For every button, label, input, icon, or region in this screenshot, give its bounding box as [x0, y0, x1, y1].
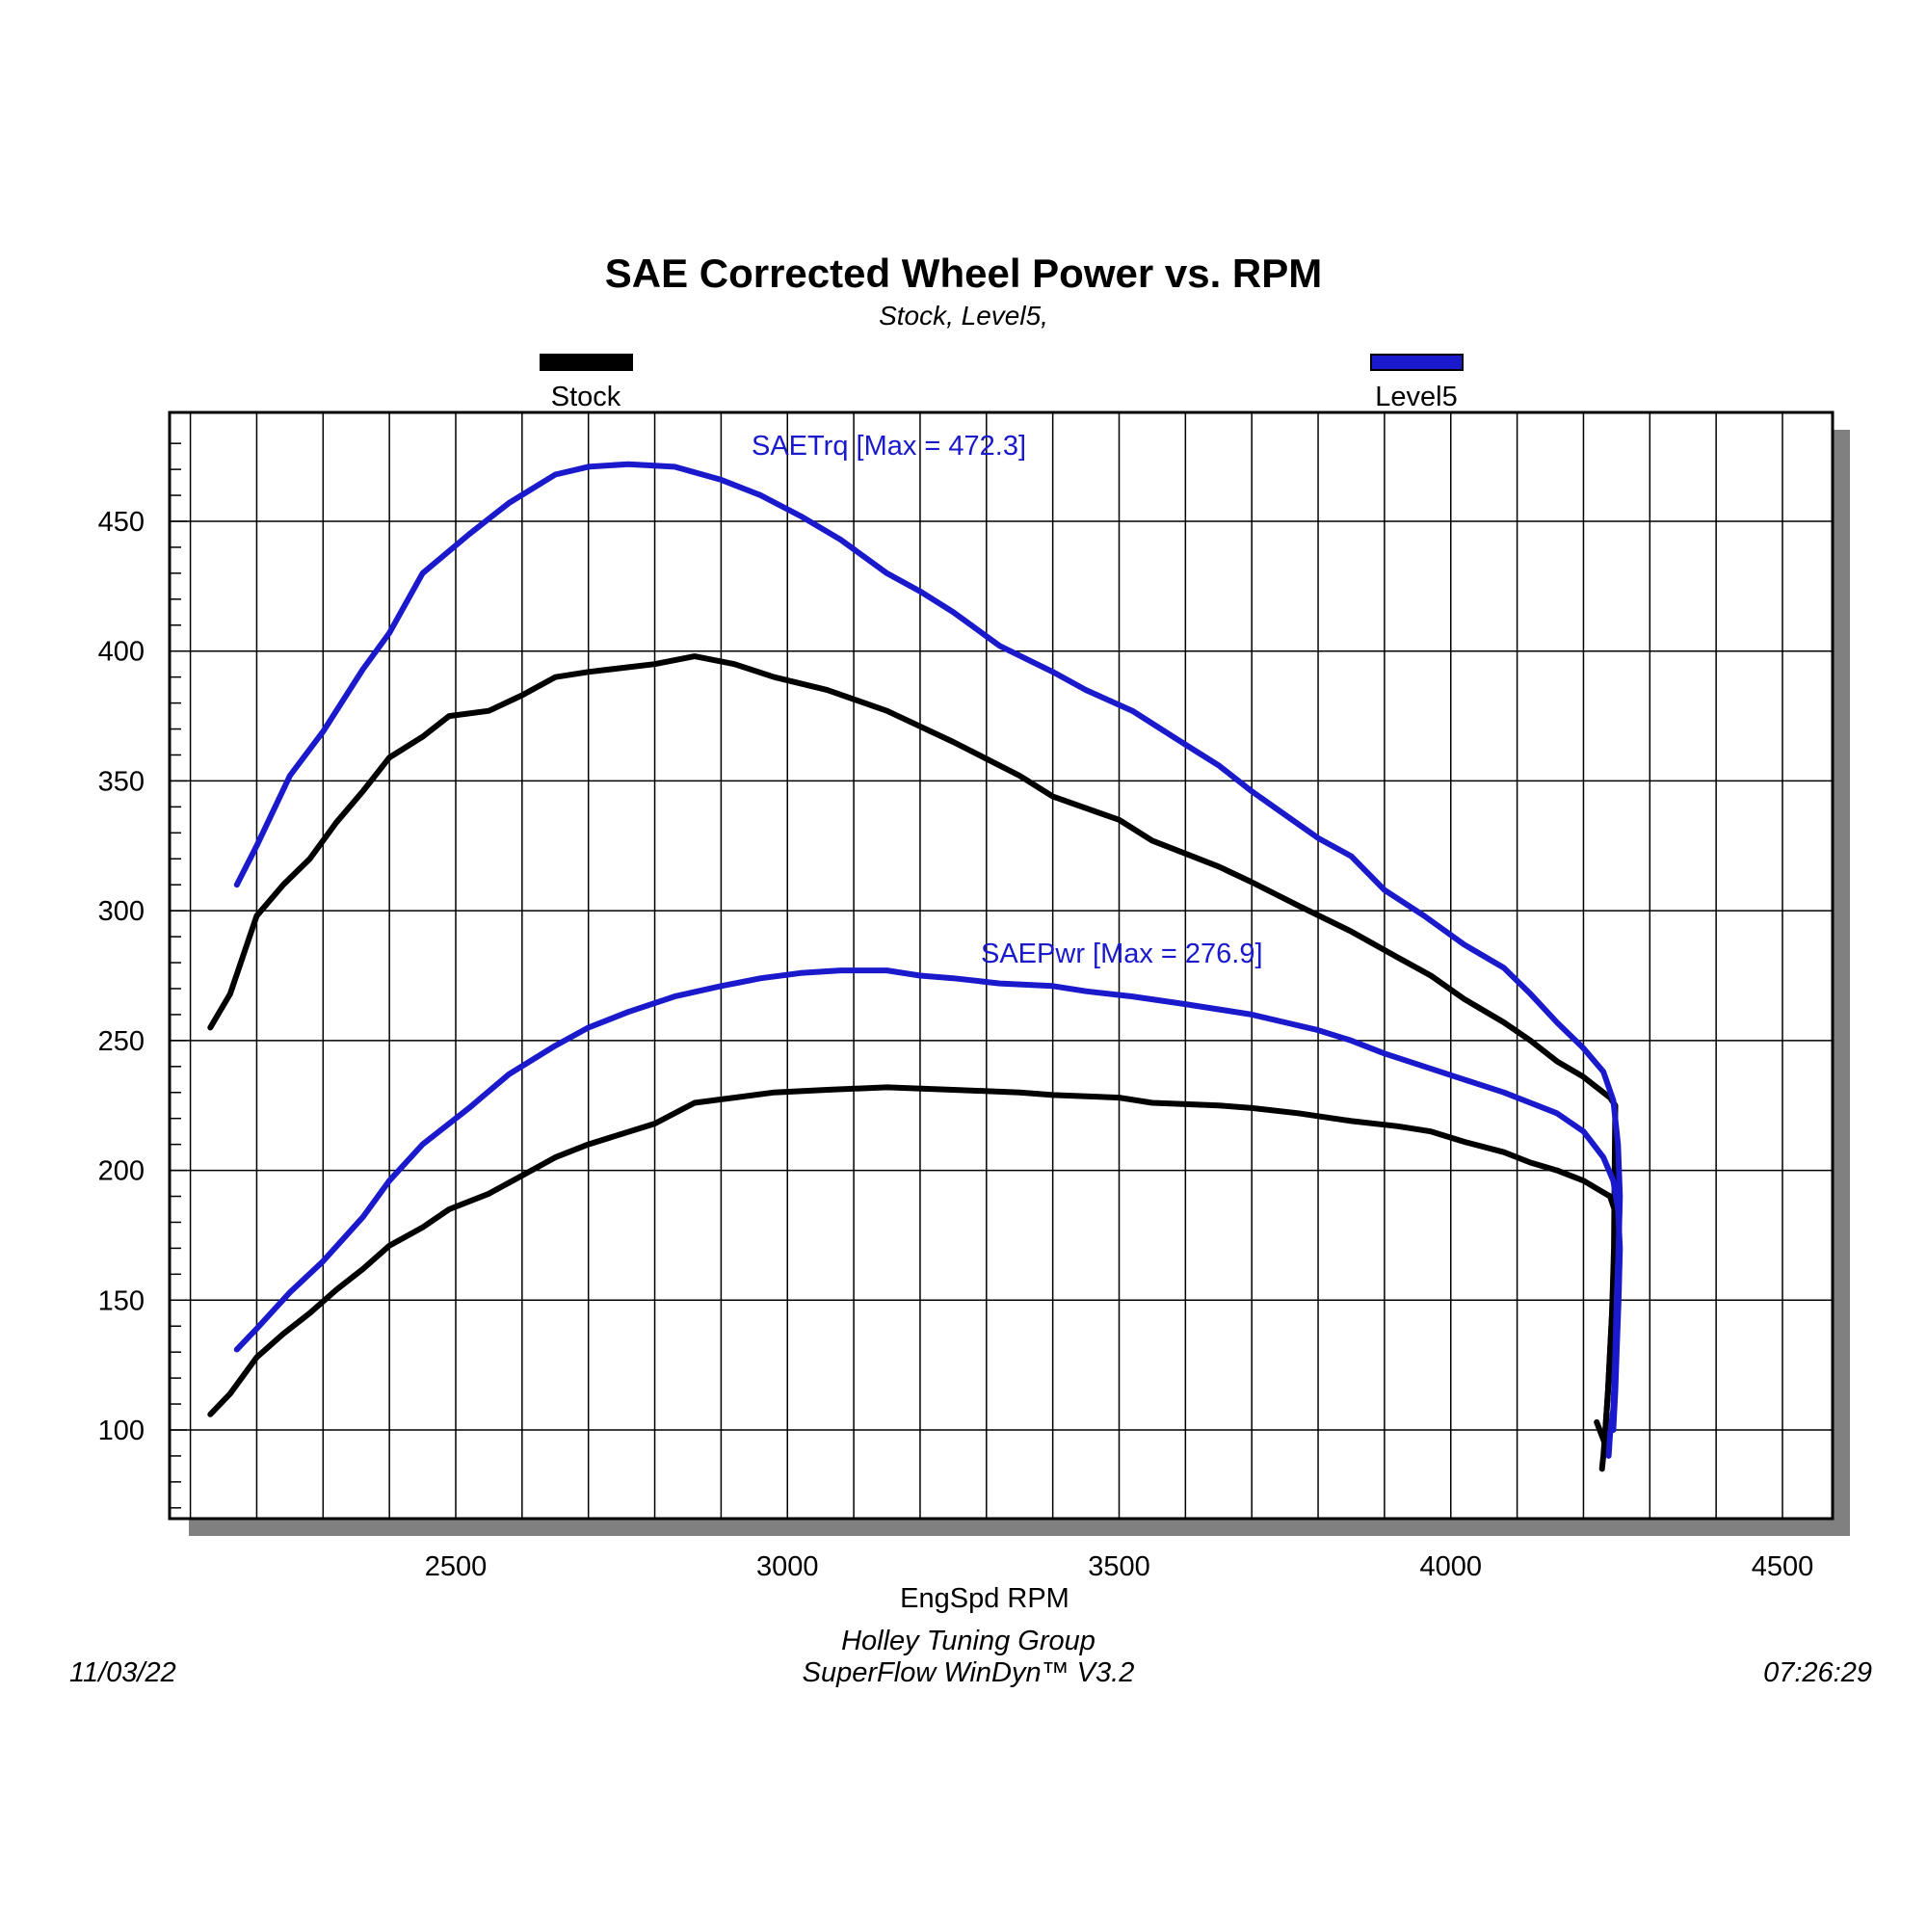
- minor-ticks: [170, 442, 187, 1509]
- series-line-level5-saetrq: [233, 461, 1623, 1459]
- chart-subtitle: Stock, Level5,: [879, 301, 1048, 331]
- y-tick-label: 450: [98, 507, 145, 538]
- chart-title: SAE Corrected Wheel Power vs. RPM: [605, 251, 1323, 296]
- annotation-power-max: SAEPwr [Max = 276.9]: [981, 939, 1263, 969]
- legend-swatch-stock: [540, 354, 633, 371]
- annotation-torque-max: SAETrq [Max = 472.3]: [752, 431, 1026, 462]
- x-tick-label: 2500: [425, 1551, 488, 1582]
- series-line-stock-saepwr: [207, 1084, 1619, 1472]
- x-axis-ticks: 2500 3000 3500 4000 4500: [425, 1551, 1814, 1582]
- x-tick-label: 3500: [1088, 1551, 1150, 1582]
- legend-label-stock: Stock: [551, 382, 621, 412]
- y-tick-label: 350: [98, 766, 145, 797]
- data-series: [207, 461, 1623, 1472]
- footer-date: 11/03/22: [69, 1657, 176, 1688]
- grid-lines: [170, 412, 1833, 1519]
- legend-label-level5: Level5: [1375, 382, 1457, 412]
- legend-swatch-level5: [1370, 354, 1464, 371]
- y-tick-label: 400: [98, 637, 145, 668]
- x-tick-label: 4000: [1419, 1551, 1482, 1582]
- x-tick-label: 4500: [1752, 1551, 1814, 1582]
- y-tick-label: 200: [98, 1156, 145, 1187]
- footer-software: SuperFlow WinDyn™ V3.2: [803, 1657, 1135, 1688]
- y-tick-label: 300: [98, 896, 145, 927]
- plot-border: [168, 410, 1835, 1521]
- footer-time: 07:26:29: [1763, 1657, 1872, 1688]
- x-tick-label: 3000: [756, 1551, 819, 1582]
- plot-area: [170, 412, 1833, 1519]
- y-axis-ticks: 100 150 200 250 300 350 400 450: [98, 507, 145, 1446]
- y-tick-label: 150: [98, 1285, 145, 1316]
- footer-company: Holley Tuning Group: [841, 1626, 1095, 1656]
- y-tick-label: 100: [98, 1416, 145, 1446]
- x-axis-label: EngSpd RPM: [900, 1583, 1069, 1614]
- series-line-level5-saepwr: [233, 967, 1623, 1433]
- y-tick-label: 250: [98, 1026, 145, 1057]
